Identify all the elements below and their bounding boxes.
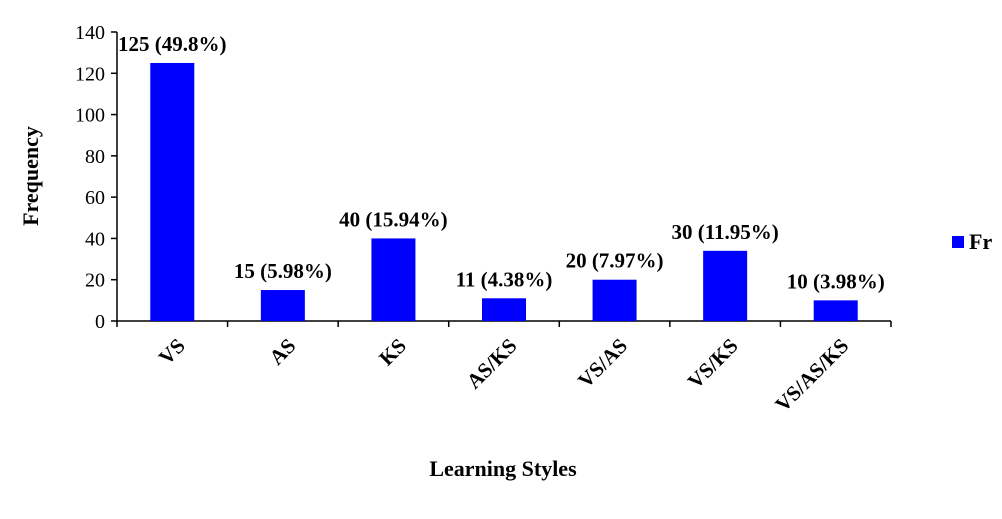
y-tick-label: 120 <box>75 63 105 85</box>
data-label: 125 (49.8%) <box>118 32 227 56</box>
data-label: 20 (7.97%) <box>566 249 664 273</box>
x-tick-label: KS <box>374 334 411 371</box>
data-label: 40 (15.94%) <box>339 207 448 231</box>
data-label: 30 (11.95%) <box>671 220 778 244</box>
bar-vs <box>150 62 195 321</box>
bar-as-ks <box>482 298 526 321</box>
x-tick-group: VS AS KS AS/KS VS/AS VS/KS VS/AS/KS <box>116 321 892 417</box>
y-tick-label: 20 <box>85 270 105 292</box>
x-tick-label: VS/AS/KS <box>770 334 853 417</box>
data-label: 10 (3.98%) <box>787 269 885 293</box>
x-tick-label: AS/KS <box>462 334 522 394</box>
y-tick-label: 60 <box>85 187 105 209</box>
x-tick-label: VS <box>154 334 190 370</box>
bar-ks <box>371 238 416 321</box>
data-label: 11 (4.38%) <box>456 267 553 291</box>
y-tick-label: 40 <box>85 228 105 250</box>
y-tick-label: 140 <box>75 22 105 44</box>
y-tick-label: 0 <box>95 311 105 333</box>
bar-as <box>260 290 305 321</box>
y-axis-title: Frequency <box>18 126 43 226</box>
y-tick-label: 80 <box>85 146 105 168</box>
legend: Fr <box>952 229 992 254</box>
legend-label: Fr <box>969 229 992 254</box>
x-axis-title: Learning Styles <box>429 456 577 481</box>
bar-vs-ks <box>703 250 748 321</box>
data-label: 15 (5.98%) <box>234 259 332 283</box>
legend-swatch <box>952 236 964 248</box>
y-tick-label: 100 <box>75 105 105 127</box>
x-tick-label: VS/KS <box>683 334 743 394</box>
bar-vs-as <box>592 279 637 321</box>
y-tick-group: 0 20 40 60 80 100 120 140 <box>75 22 117 333</box>
data-label-group: 125 (49.8%) 15 (5.98%) 40 (15.94%) 11 (4.38… <box>118 32 885 293</box>
x-tick-label: VS/AS <box>573 334 632 393</box>
bar-series <box>150 62 858 321</box>
x-tick-label: AS <box>264 334 300 370</box>
bar-vs-as-ks <box>813 300 858 321</box>
